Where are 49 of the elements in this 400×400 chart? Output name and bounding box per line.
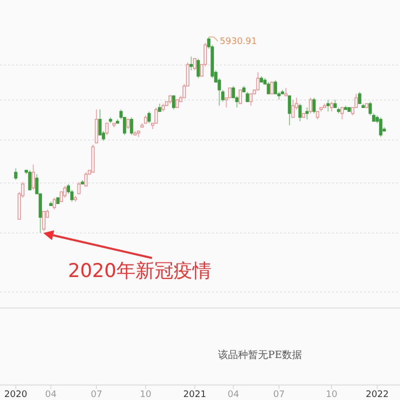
candlestick <box>28 170 32 190</box>
text: 2020年新冠疫情 <box>68 260 212 282</box>
x-tick-label: 04 <box>228 390 240 400</box>
candlestick <box>291 99 295 118</box>
candlestick <box>312 97 316 114</box>
candlestick <box>52 197 56 210</box>
candlestick <box>60 191 64 202</box>
annotation: 5930.91 <box>220 37 257 47</box>
candlestick <box>14 168 18 181</box>
candlestick <box>256 72 260 90</box>
x-tick-label: 2021 <box>183 390 206 400</box>
x-tick-label: 2022 <box>366 390 389 400</box>
candlestick <box>32 164 35 190</box>
candlestick <box>154 107 158 124</box>
candlestick <box>340 107 344 120</box>
x-tick-label: 10 <box>326 390 338 400</box>
candlestick <box>326 99 330 112</box>
candlestick <box>379 116 382 138</box>
candlestick <box>196 58 200 79</box>
candlestick <box>63 185 67 198</box>
candlestick <box>298 103 302 122</box>
candlestick <box>249 93 253 106</box>
candlestick <box>94 109 98 144</box>
candlestick <box>330 101 334 112</box>
candlestick <box>84 172 88 186</box>
candlestick <box>172 95 176 110</box>
text: 该品种暂无PE数据 <box>218 349 302 361</box>
candlestick <box>228 88 232 98</box>
candlestick <box>305 107 309 120</box>
candlestick <box>105 122 109 136</box>
candlestick <box>126 118 130 130</box>
x-tick-label: 10 <box>140 390 152 400</box>
x-tick-label: 07 <box>273 390 285 400</box>
candlestick <box>308 97 312 114</box>
candlestick <box>270 82 274 94</box>
x-tick-label: 07 <box>90 390 102 400</box>
candlestick <box>288 95 292 126</box>
candlestick <box>130 116 134 136</box>
candlestick <box>147 110 151 124</box>
candlestick <box>246 91 250 102</box>
candlestick <box>190 56 193 71</box>
candlestick <box>193 58 196 71</box>
candlestick <box>266 82 270 94</box>
candlestick <box>238 90 242 104</box>
candlestick <box>77 182 81 194</box>
x-tick-label: 04 <box>45 390 57 400</box>
candlestick <box>358 91 362 104</box>
candlestick <box>42 210 46 232</box>
x-tick-label: 2020 <box>4 390 28 400</box>
